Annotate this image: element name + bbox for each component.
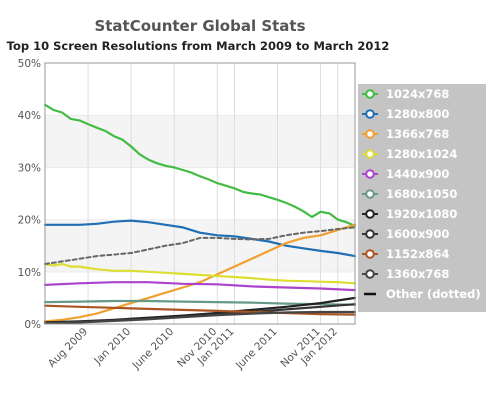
y-tick-label: 20% [18,215,41,227]
y-tick-label: 0% [24,319,41,331]
legend-marker [365,229,375,239]
legend-marker [365,189,375,199]
legend-marker [365,89,375,99]
grid-band [45,219,355,272]
chart-subtitle: Top 10 Screen Resolutions from March 200… [7,39,390,53]
legend-label: 1600x900 [386,227,449,241]
legend-label: 1024x768 [386,87,449,101]
chart-title: StatCounter Global Stats [94,17,305,35]
legend-label: 1920x1080 [386,207,457,221]
plot-frame [44,62,356,325]
series-line [43,304,357,316]
series-line [43,103,357,227]
legend-marker [365,169,375,179]
legend-marker [365,209,375,219]
series-line [43,223,357,323]
y-tick-label: 30% [18,162,41,174]
y-tick-label: 40% [18,110,41,122]
series-line [43,310,357,325]
legend-label: 1152x864 [386,247,449,261]
y-tick-label: 10% [18,267,41,279]
x-tick-label: Aug 2009 [46,326,90,370]
legend-label: Other (dotted) [386,287,481,301]
legend-label: 1280x800 [386,107,449,121]
series-line [43,219,357,258]
grid-band [45,115,355,168]
legend-marker [365,269,375,279]
series-line [43,281,357,292]
series-line [43,262,357,285]
series-lines [43,103,357,325]
legend-marker [365,129,375,139]
x-tick-label: June 2010 [130,326,177,373]
grid-band [45,63,355,116]
x-tick-label: Jan 2010 [91,326,133,368]
grid-bands [45,62,355,324]
legend-label: 1360x768 [386,267,449,281]
x-tick-label: June 2011 [233,326,280,373]
legend-label: 1280x1024 [386,147,457,161]
legend-label: 1366x768 [386,127,449,141]
legend-background [358,84,486,312]
legend-label: 1680x1050 [386,187,457,201]
legend: 1024x768 1280x800 1366x768 1280x1024 1440x90… [358,84,486,312]
legend-marker [365,149,375,159]
y-axis: 0% 10% 20% 30% 40% 50% [18,58,41,331]
y-tick-label: 50% [18,58,41,70]
legend-label: 1440x900 [386,167,449,181]
legend-marker [365,109,375,119]
legend-marker [365,249,375,259]
series-line [44,226,356,265]
